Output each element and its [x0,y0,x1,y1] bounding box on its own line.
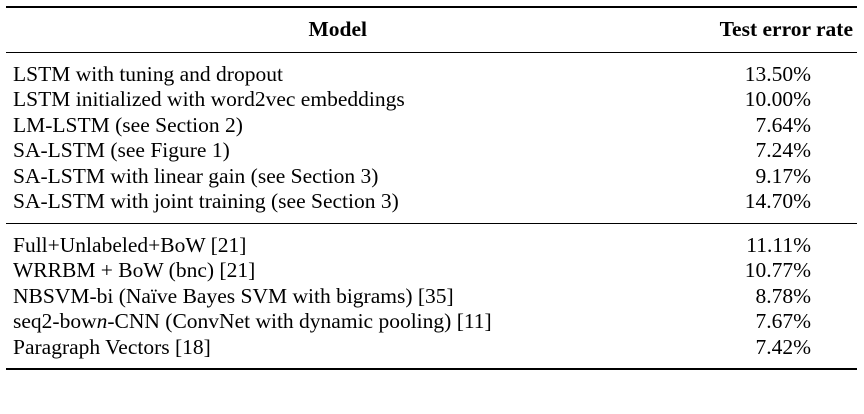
baselines-group: Full+Unlabeled+BoW [21] 11.11% WRRBM + B… [6,223,857,370]
table-row: seq2-bown-CNN (ConvNet with dynamic pool… [6,309,857,335]
model-name-prefix: seq2-bow [13,309,97,333]
model-name: SA-LSTM (see Figure 1) [13,138,230,162]
model-name: LSTM initialized with word2vec embedding… [13,87,405,111]
model-name: WRRBM + BoW (bnc) [21] [13,258,256,282]
table-row: LSTM with tuning and dropout 13.50% [6,52,857,87]
model-name: LSTM with tuning and dropout [13,61,283,86]
error-rate: 7.67% [755,309,811,333]
model-name: NBSVM-bi (Naïve Bayes SVM with bigrams) … [13,283,454,308]
error-rate: 10.77% [744,258,811,282]
header-row: Model Test error rate [6,6,857,53]
table-row: LM-LSTM (see Section 2) 7.64% [6,113,857,139]
table-row: SA-LSTM with joint training (see Section… [6,189,857,224]
error-rate: 14.70% [669,189,857,224]
table-row: SA-LSTM with linear gain (see Section 3)… [6,164,857,190]
model-name: SA-LSTM with linear gain (see Section 3) [13,163,379,188]
lstm-variants-group: LSTM with tuning and dropout 13.50% LSTM… [6,52,857,224]
model-name-italic: n [96,309,108,333]
error-rate: 7.64% [755,112,811,137]
table-row: LSTM initialized with word2vec embedding… [6,87,857,113]
model-name: SA-LSTM with joint training (see Section… [6,189,670,224]
table-row: Full+Unlabeled+BoW [21] 11.11% [6,223,857,258]
model-name: seq2-bown-CNN (ConvNet with dynamic pool… [6,309,669,335]
table-header: Model Test error rate [6,6,857,53]
model-name: Full+Unlabeled+BoW [21] [13,232,247,257]
error-rate: 7.24% [755,138,811,162]
table-row: Paragraph Vectors [18] 7.42% [6,334,857,370]
error-rate: 7.42% [669,334,857,370]
results-table: Model Test error rate LSTM with tuning a… [6,6,857,370]
table-row: NBSVM-bi (Naïve Bayes SVM with bigrams) … [6,284,857,310]
error-rate: 9.17% [755,163,811,188]
error-rate: 11.11% [746,232,811,257]
model-name: Paragraph Vectors [18] [6,334,670,370]
error-rate: 13.50% [744,61,811,86]
error-rate: 8.78% [755,283,811,308]
table-row: WRRBM + BoW (bnc) [21] 10.77% [6,258,857,284]
model-name-suffix: -CNN (ConvNet with dynamic pooling) [11] [107,309,492,333]
header-model: Model [6,6,670,53]
error-rate: 10.00% [744,87,811,111]
table-row: SA-LSTM (see Figure 1) 7.24% [6,138,857,164]
model-name: LM-LSTM (see Section 2) [13,112,243,137]
header-test-error-rate: Test error rate [669,6,857,53]
results-table-container: Model Test error rate LSTM with tuning a… [6,6,857,370]
